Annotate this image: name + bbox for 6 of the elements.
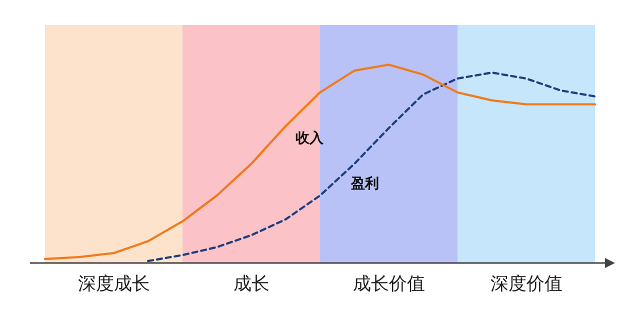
text: 深度价值 — [490, 274, 562, 295]
text: 成长 — [233, 274, 270, 295]
text: 成长价值 — [352, 274, 425, 295]
series-label: 收入 — [295, 130, 324, 146]
series-label: 盈利 — [350, 176, 379, 192]
text: 深度成长 — [78, 274, 150, 295]
